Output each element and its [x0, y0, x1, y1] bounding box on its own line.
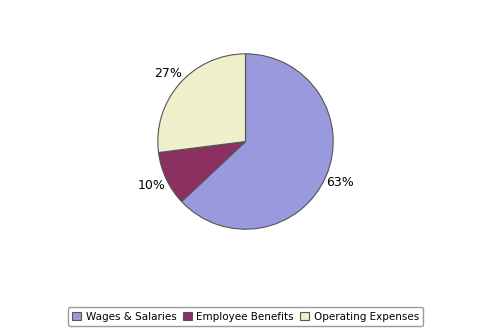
Wedge shape [182, 54, 333, 229]
Legend: Wages & Salaries, Employee Benefits, Operating Expenses: Wages & Salaries, Employee Benefits, Ope… [68, 307, 423, 326]
Text: 63%: 63% [327, 176, 355, 189]
Wedge shape [158, 54, 246, 153]
Wedge shape [159, 142, 246, 201]
Text: 27%: 27% [154, 67, 182, 80]
Text: 10%: 10% [138, 179, 166, 192]
